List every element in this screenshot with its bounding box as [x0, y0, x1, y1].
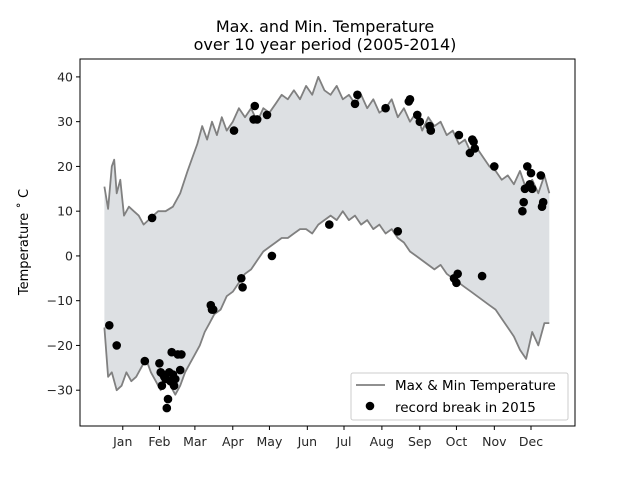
y-axis-label: Temperature ˚ C	[16, 189, 32, 296]
x-tick-label: Aug	[370, 434, 394, 449]
record-break-point	[536, 171, 546, 180]
record-break-point	[112, 341, 121, 350]
record-break-point	[237, 274, 246, 283]
record-break-point	[155, 359, 164, 368]
record-break-point	[523, 162, 532, 171]
record-break-point	[469, 137, 478, 147]
record-break-point	[526, 168, 536, 178]
record-break-point	[262, 110, 272, 120]
record-break-point	[470, 144, 480, 153]
x-tick-label: Mar	[183, 434, 207, 449]
record-break-point	[415, 117, 425, 126]
record-break-point	[157, 381, 167, 391]
y-tick-label: 10	[57, 204, 73, 219]
record-break-point	[381, 103, 390, 113]
y-tick-label: 30	[57, 114, 73, 129]
x-tick-label: Oct	[446, 434, 468, 449]
chart-title-line-1: Max. and Min. Temperature	[216, 17, 434, 36]
y-tick-label: 40	[57, 69, 73, 84]
record-break-point	[393, 227, 403, 236]
record-break-point	[405, 95, 415, 104]
record-break-point	[229, 126, 239, 135]
temperature-range-fill	[104, 76, 550, 395]
legend: Max & Min Temperature record break in 20…	[350, 372, 569, 421]
record-break-point	[325, 220, 334, 229]
legend-label-points: record break in 2015	[395, 400, 536, 416]
record-break-point	[163, 394, 173, 404]
legend-box	[350, 372, 569, 421]
record-break-point	[538, 197, 548, 207]
plot-area: Jan Feb Mar Apr May Jun Jul Aug Sep Oct Nov Dec −30 −…	[47, 58, 576, 449]
axes-frame	[79, 58, 576, 427]
record-break-point	[519, 197, 528, 207]
record-break-point	[454, 130, 464, 140]
x-tick-label: Jun	[297, 434, 318, 449]
record-break-point	[169, 381, 179, 391]
x-tick-label: Nov	[482, 434, 507, 449]
record-break-point	[426, 126, 436, 135]
x-tick-label: Sep	[408, 434, 432, 449]
record-break-point	[477, 271, 487, 281]
record-break-point	[105, 321, 114, 330]
record-break-point	[162, 403, 172, 413]
record-break-point	[453, 269, 463, 279]
y-tick-label: −20	[47, 338, 73, 353]
record-break-point	[238, 283, 247, 292]
record-break-point	[177, 350, 186, 359]
x-tick-label: Feb	[148, 434, 170, 449]
record-break-point	[208, 305, 218, 314]
x-tick-label: Apr	[222, 434, 244, 449]
legend-point-marker	[365, 401, 375, 411]
y-tick-label: 0	[65, 248, 73, 263]
record-break-point	[175, 365, 185, 375]
record-break-point	[147, 213, 157, 223]
chart-title-line-2: over 10 year period (2005-2014)	[194, 35, 457, 54]
record-break-point	[490, 162, 499, 171]
x-tick-label: May	[257, 434, 283, 449]
record-break-point	[353, 90, 362, 100]
x-tick-label: Jan	[112, 434, 132, 449]
record-break-point	[252, 115, 262, 124]
y-tick-label: −30	[47, 383, 73, 398]
record-break-point	[171, 374, 180, 384]
record-break-point	[452, 278, 461, 288]
record-break-point	[140, 356, 150, 366]
record-break-point	[413, 110, 422, 120]
y-tick-label: 20	[57, 159, 73, 174]
y-tick-label: −10	[47, 293, 73, 308]
record-break-point	[250, 101, 260, 111]
legend-label-line: Max & Min Temperature	[395, 378, 556, 394]
record-break-point	[518, 206, 527, 216]
x-tick-label: Jul	[335, 434, 351, 449]
record-break-point	[267, 251, 277, 261]
record-break-point	[527, 184, 537, 194]
record-break-point	[350, 99, 360, 109]
x-tick-label: Dec	[519, 434, 543, 449]
